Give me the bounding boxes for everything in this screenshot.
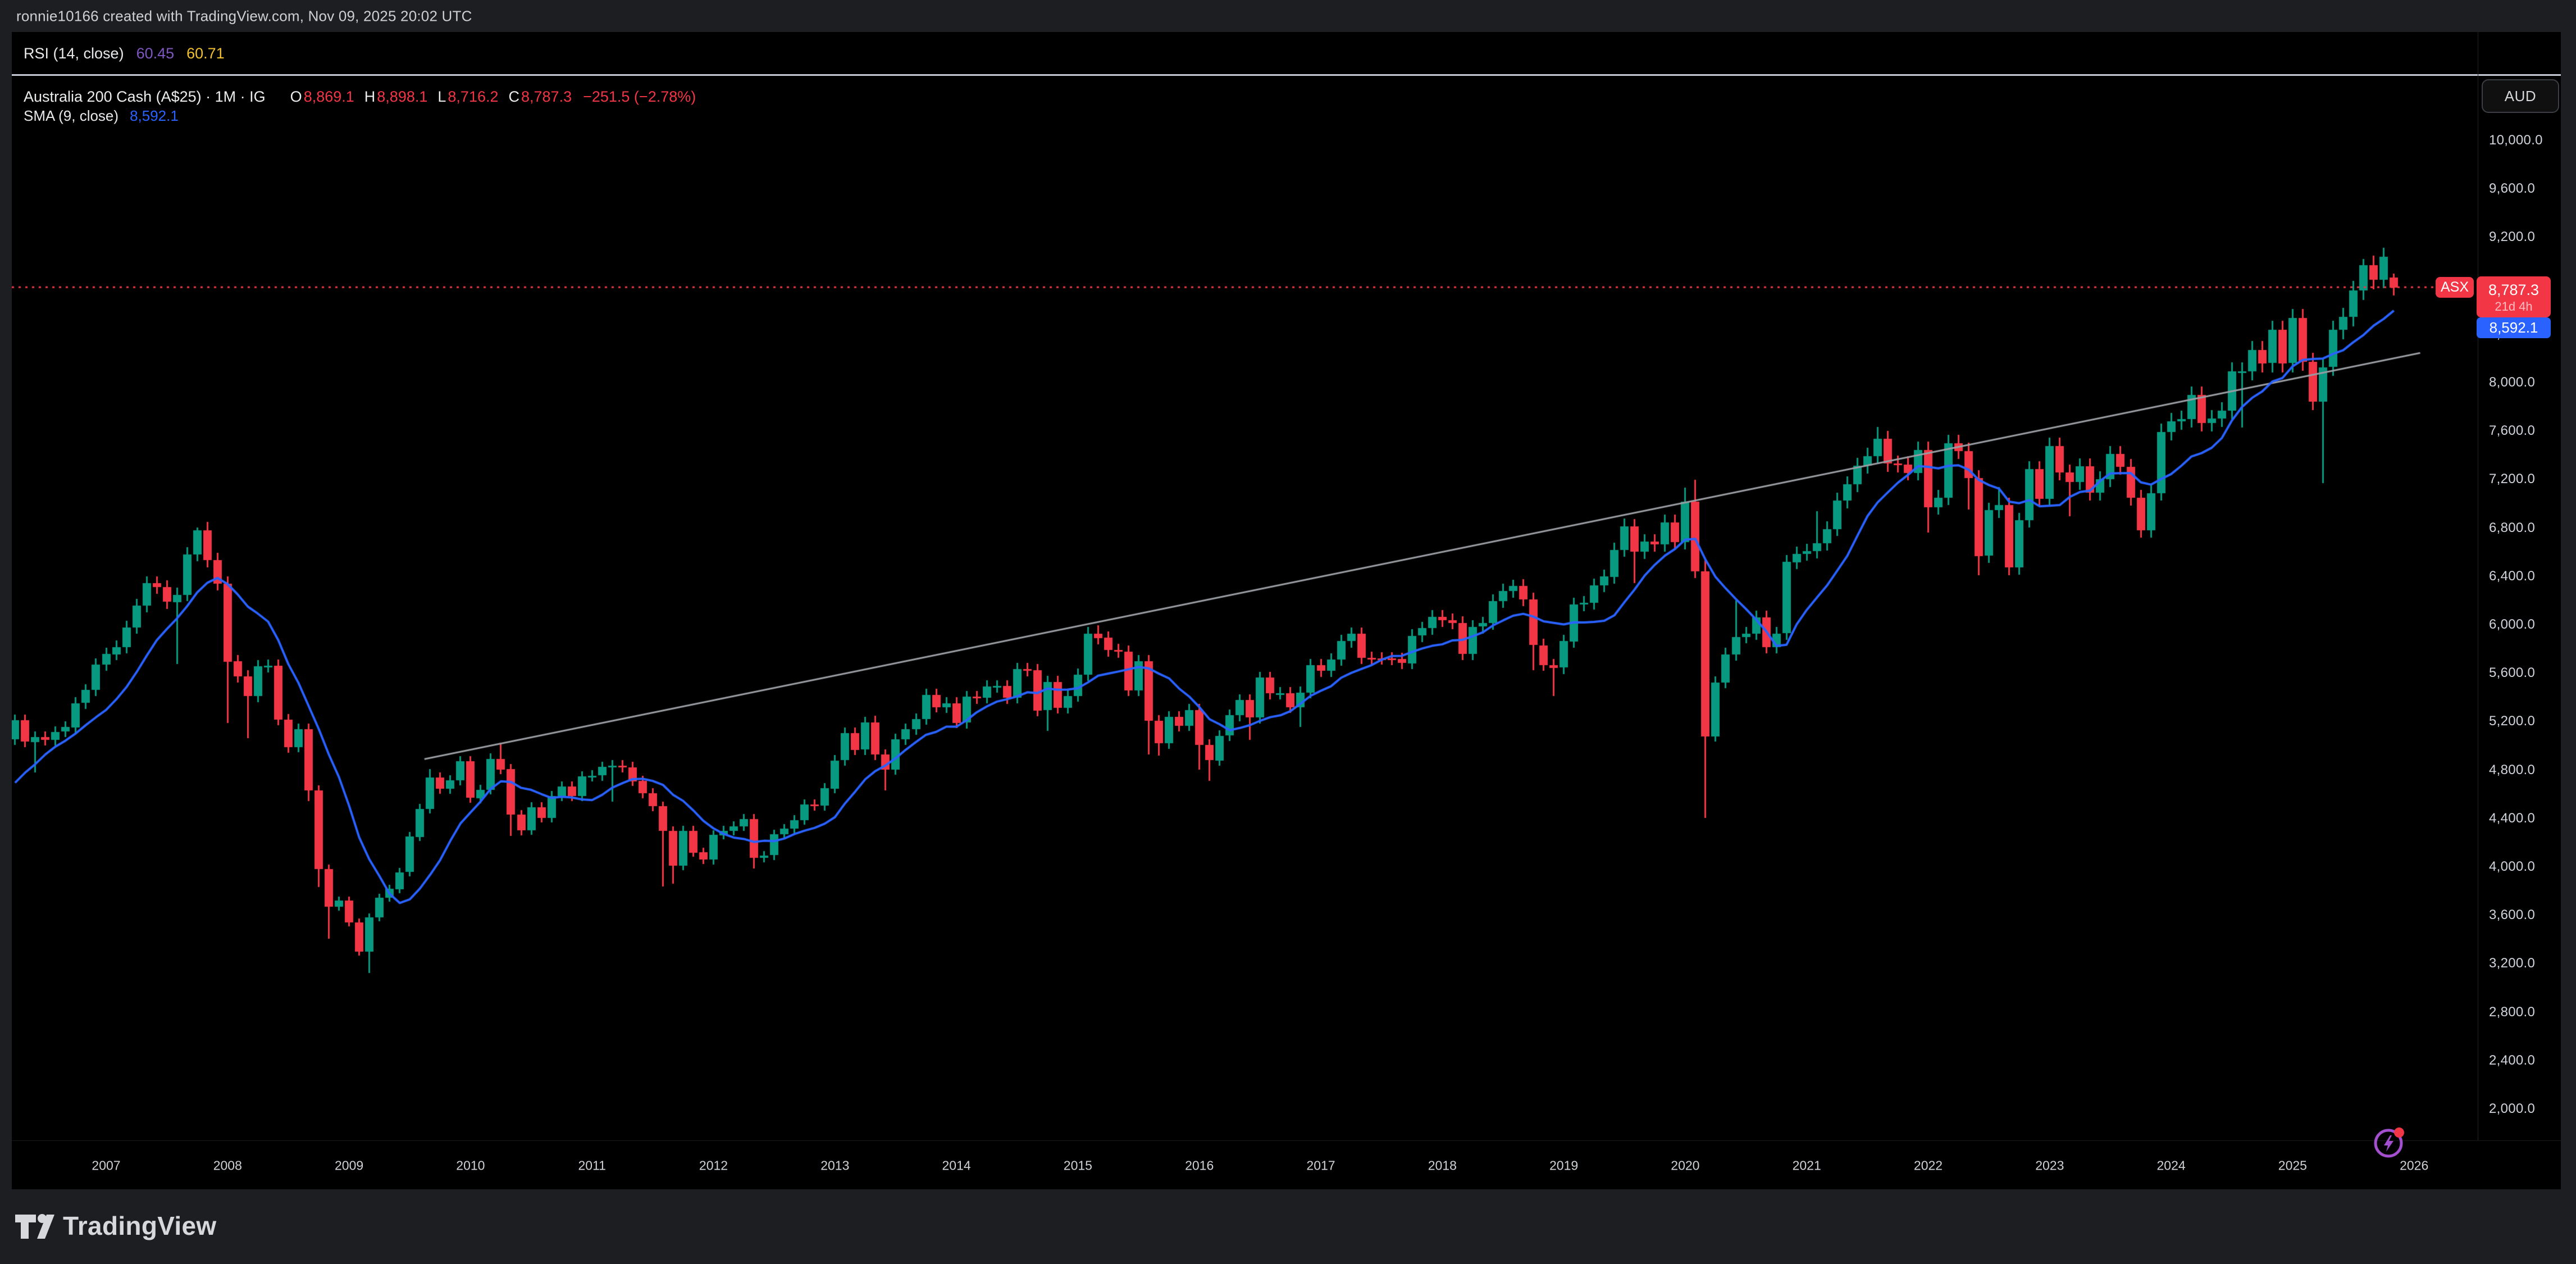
close-value: 8,787.3 xyxy=(521,88,572,105)
exchange-badge: ASX xyxy=(2436,277,2474,298)
time-axis-label: 2010 xyxy=(456,1158,485,1172)
price-axis-label: 8,000.0 xyxy=(2489,375,2536,390)
time-axis-label: 2021 xyxy=(1792,1158,1821,1172)
price-axis-label: 4,800.0 xyxy=(2489,762,2536,778)
price-axis-label: 4,400.0 xyxy=(2489,810,2536,826)
price-axis-label: 3,200.0 xyxy=(2489,956,2536,971)
time-axis-label: 2022 xyxy=(1913,1158,1943,1172)
lightning-icon[interactable] xyxy=(2373,1125,2410,1159)
close-label: C xyxy=(508,88,520,105)
price-axis-label: 2,400.0 xyxy=(2489,1052,2536,1068)
time-axis-label: 2009 xyxy=(335,1158,364,1172)
rsi-value: 60.45 xyxy=(136,44,175,62)
time-axis-label: 2008 xyxy=(213,1158,242,1172)
open-value: 8,869.1 xyxy=(303,88,354,105)
time-axis-label: 2024 xyxy=(2156,1158,2186,1172)
price-axis-label: 6,400.0 xyxy=(2489,568,2536,584)
symbol-legend[interactable]: Australia 200 Cash (A$25) · 1M · IG O 8,… xyxy=(24,87,696,106)
price-axis-label: 10,000.0 xyxy=(2489,133,2543,148)
price-axis-label: 5,200.0 xyxy=(2489,713,2536,729)
time-axis-label: 2020 xyxy=(1671,1158,1700,1172)
sma-indicator-legend[interactable]: SMA (9, close) 8,592.1 xyxy=(24,107,179,125)
open-label: O xyxy=(290,88,302,105)
time-axis-label: 2007 xyxy=(92,1158,121,1172)
rsi-indicator-legend[interactable]: RSI (14, close) 60.45 60.71 xyxy=(24,45,225,62)
price-axis-label: 7,600.0 xyxy=(2489,423,2536,439)
sma-price-badge: 8,592.1 xyxy=(2477,317,2551,339)
pane-separator[interactable] xyxy=(12,74,2561,76)
high-label: H xyxy=(364,88,376,105)
time-axis-label: 2011 xyxy=(578,1158,606,1172)
last-price-badge: 8,787.3 21d 4h xyxy=(2477,276,2551,318)
time-axis-label: 2019 xyxy=(1549,1158,1579,1172)
symbol-title[interactable]: Australia 200 Cash (A$25) · 1M · IG xyxy=(24,88,266,105)
price-axis-label: 9,600.0 xyxy=(2489,181,2536,197)
price-axis-label: 7,200.0 xyxy=(2489,471,2536,487)
time-axis-label: 2023 xyxy=(2035,1158,2064,1172)
high-value: 8,898.1 xyxy=(377,88,428,105)
time-axis-label: 2025 xyxy=(2278,1158,2307,1172)
low-value: 8,716.2 xyxy=(448,88,499,105)
time-axis-label: 2014 xyxy=(942,1158,971,1172)
tradingview-logo-icon[interactable] xyxy=(15,1214,56,1240)
price-axis-label: 6,800.0 xyxy=(2489,520,2536,535)
price-axis-label: 5,600.0 xyxy=(2489,665,2536,681)
last-price-value: 8,787.3 xyxy=(2488,281,2539,298)
time-axis-label: 2017 xyxy=(1306,1158,1335,1172)
time-axis-label: 2012 xyxy=(699,1158,728,1172)
price-axis-label: 4,000.0 xyxy=(2489,859,2536,874)
sma-label[interactable]: SMA (9, close) xyxy=(24,107,119,124)
rsi-label[interactable]: RSI (14, close) xyxy=(24,44,124,62)
attribution-bar: ronnie10166 created with TradingView.com… xyxy=(0,0,2576,32)
time-axis-label: 2013 xyxy=(820,1158,850,1172)
time-axis-label: 2026 xyxy=(2400,1158,2429,1172)
price-axis-label: 2,800.0 xyxy=(2489,1004,2536,1020)
price-axis-label: 3,600.0 xyxy=(2489,907,2536,923)
time-axis-label: 2015 xyxy=(1063,1158,1092,1172)
attribution-text: ronnie10166 created with TradingView.com… xyxy=(16,7,472,24)
time-axis[interactable]: 2007 2008 2009 2010 2011 2012 2013 2014 2015 2016… xyxy=(12,1140,2561,1190)
sma-value: 8,592.1 xyxy=(130,107,179,124)
footer-bar: TradingView xyxy=(0,1189,2576,1264)
currency-button[interactable]: AUD xyxy=(2482,79,2559,113)
time-axis-label: 2016 xyxy=(1185,1158,1214,1172)
tradingview-brand-text[interactable]: TradingView xyxy=(63,1211,217,1240)
low-label: L xyxy=(437,88,446,105)
price-axis-label: 6,000.0 xyxy=(2489,617,2536,632)
price-axis-label: 9,200.0 xyxy=(2489,229,2536,245)
bar-countdown: 21d 4h xyxy=(2495,299,2533,313)
price-axis[interactable]: AUD 10,000.09,600.09,200.08,800.08,400.0… xyxy=(2478,32,2561,1140)
chart-area: RSI (14, close) 60.45 60.71 Australia 20… xyxy=(12,32,2561,1189)
time-axis-label: 2018 xyxy=(1428,1158,1457,1172)
price-chart-canvas[interactable] xyxy=(12,32,2478,1140)
rsi-ma-value: 60.71 xyxy=(186,44,225,62)
change-value: −251.5 (−2.78%) xyxy=(583,88,696,105)
price-axis-label: 2,000.0 xyxy=(2489,1101,2536,1116)
